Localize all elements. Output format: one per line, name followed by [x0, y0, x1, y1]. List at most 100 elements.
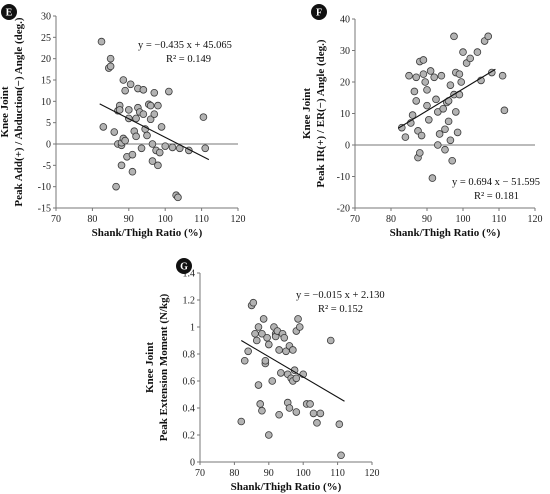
- panel-f-data-point: [500, 106, 509, 115]
- panel-f-y-tick-label: 0: [345, 141, 350, 152]
- panel-g-chart: 0 0.2 0.4 0.6 0.8 1 1.2 1.4 70 80 90 100 110 120 Shank…: [144, 258, 385, 493]
- panel-e-data-point: [128, 150, 137, 159]
- panel-f-r-squared: R² = 0.181: [474, 191, 519, 202]
- panel-e-r-squared: R² = 0.149: [166, 54, 211, 65]
- panel-g-data-point: [259, 315, 268, 323]
- panel-f-data-point: [408, 111, 417, 119]
- panel-f-data-point: [455, 70, 464, 78]
- panel-e-data-point: [121, 136, 129, 145]
- panel-g-data-point: [292, 374, 301, 383]
- panel-e-data-point: [146, 101, 155, 110]
- panel-g-data-point: [316, 409, 325, 418]
- panel-f-data-point: [426, 67, 435, 75]
- panel-e-data-point: [154, 161, 162, 170]
- panel-e-data-point: [143, 131, 151, 140]
- panel-g-data-point: [237, 417, 246, 426]
- panel-e-y-tick-label: -10: [38, 182, 51, 193]
- panel-f-data-point: [450, 32, 458, 41]
- panel-g-data-point: [275, 410, 283, 419]
- panel-g-r-squared: R² = 0.152: [318, 304, 363, 315]
- panel-e-data-point: [99, 123, 108, 131]
- panel-g-y-axis-title-line: Peak Extension Moment (N/kg): [158, 293, 170, 441]
- panel-g-data-point: [295, 323, 304, 331]
- panel-f-data-point: [401, 133, 410, 141]
- panel-g-y-tick-label: 0.2: [183, 431, 196, 442]
- panel-e-data-point: [110, 128, 119, 136]
- panel-e-data-point: [168, 143, 177, 152]
- panel-f-data-point: [430, 73, 439, 82]
- panel-e-x-axis-title: Shank/Thigh Ratio (%): [92, 227, 203, 239]
- panel-f-y-tick-label: 30: [340, 46, 350, 57]
- panel-e-badge: [1, 4, 17, 20]
- panel-e-data-point: [157, 123, 166, 131]
- panel-g-data-point: [277, 369, 285, 377]
- panel-f-data-point: [435, 130, 444, 138]
- panel-e-data-point: [150, 110, 159, 118]
- panel-e-data-point: [128, 167, 137, 176]
- panel-g-x-tick-label: 100: [296, 468, 311, 479]
- panel-g-y-tick-label: 0.4: [183, 404, 196, 415]
- panel-e-data-point: [146, 115, 155, 124]
- panel-e-y-tick-label: 5: [46, 118, 51, 129]
- panel-g-data-point: [268, 377, 277, 385]
- panel-e-data-point: [121, 86, 129, 95]
- panel-e-data-point: [117, 161, 126, 170]
- panel-g-y-axis-title-line: Knee Joint: [144, 342, 156, 393]
- panel-e-data-point: [132, 132, 140, 141]
- panel-f-data-point: [433, 141, 442, 149]
- panel-f-data-point: [444, 117, 453, 126]
- panel-f-x-axis-title: Shank/Thigh Ratio (%): [390, 227, 501, 239]
- panel-g-data-point: [254, 381, 263, 389]
- panel-e-data-point: [139, 86, 148, 94]
- panel-g-trend-line: [241, 340, 345, 402]
- panel-g-data-point: [309, 409, 318, 418]
- panel-f-data-point: [439, 104, 448, 113]
- panel-f-data-point: [412, 97, 421, 105]
- panel-e-regression-equation: y = −0.435 x + 45.065: [138, 40, 232, 51]
- panel-e-data-point: [97, 37, 106, 46]
- panel-f-x-tick-label: 110: [492, 214, 507, 225]
- panel-f-data-point: [421, 78, 430, 86]
- panel-g-data-point: [289, 346, 297, 354]
- panel-f-y-axis-title-line: Knee Joint: [301, 88, 313, 139]
- panel-e-data-point: [106, 54, 115, 63]
- panel-f-data-point: [441, 125, 449, 134]
- panel-e-y-axis-title-line: Peak Add(+) / Abduction(−) Angle (deg.): [13, 17, 25, 207]
- panel-f-data-point: [412, 73, 421, 82]
- panel-g-data-point: [258, 329, 266, 338]
- panel-g-x-tick-label: 110: [330, 468, 345, 479]
- panel-g-y-tick-label: 1.2: [183, 296, 196, 307]
- panel-e-data-point: [150, 89, 159, 97]
- panel-g-data-point: [264, 340, 273, 349]
- panel-e-trend-line: [99, 103, 210, 161]
- panel-f-trend-line: [397, 68, 496, 129]
- panel-g-data-point: [326, 336, 335, 345]
- panel-f-x-tick-label: 90: [422, 214, 432, 225]
- panel-e-data-point: [161, 142, 170, 150]
- panel-f-y-tick-label: -20: [337, 204, 350, 215]
- panel-e-x-tick-label: 70: [51, 214, 61, 225]
- panel-f-data-point: [419, 70, 428, 78]
- panel-f-data-point: [453, 128, 462, 137]
- panel-f-y-tick-label: -10: [337, 172, 350, 183]
- panel-g-data-point: [251, 329, 259, 338]
- panel-g-data-point: [263, 333, 271, 342]
- panel-g-y-tick-label: 1.4: [183, 269, 196, 280]
- panel-e-x-tick-label: 100: [158, 214, 173, 225]
- panel-e-data-point: [132, 114, 140, 123]
- panel-f-data-point: [473, 48, 482, 56]
- panel-g-data-point: [285, 404, 294, 412]
- panel-f-x-tick-label: 100: [456, 214, 471, 225]
- panel-e-y-tick-label: 0: [46, 140, 51, 151]
- panel-f-data-point: [417, 131, 426, 140]
- panel-e-data-point: [139, 110, 148, 118]
- panel-f-data-point: [448, 156, 457, 165]
- panel-e-data-point: [174, 193, 182, 202]
- panel-g-regression-equation: y = −0.015 x + 2.130: [296, 290, 385, 301]
- panel-f-data-point: [484, 32, 493, 41]
- panel-g-data-point: [261, 356, 270, 365]
- panel-e-data-point: [148, 157, 157, 165]
- panel-e-data-point: [199, 113, 208, 121]
- panel-e-x-tick-label: 110: [194, 214, 209, 225]
